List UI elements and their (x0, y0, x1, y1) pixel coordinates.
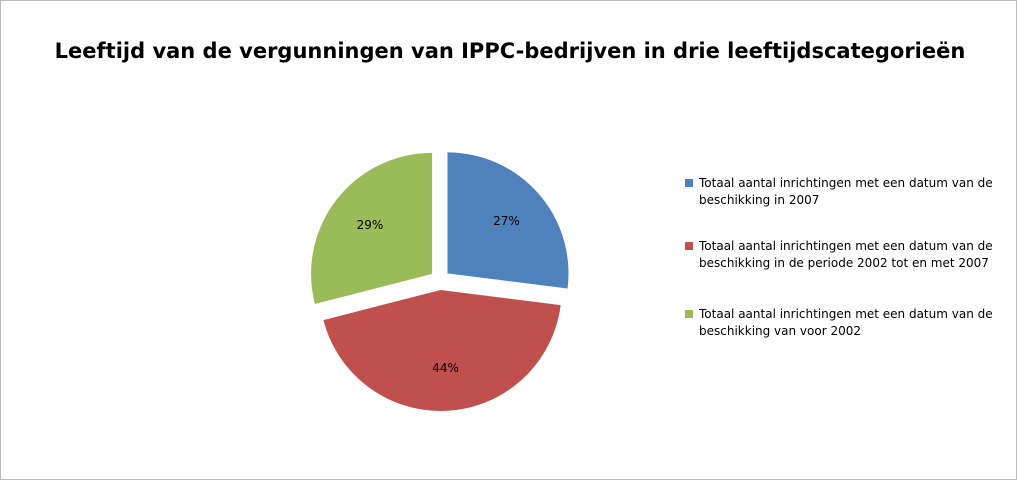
legend-label: Totaal aantal inrichtingen met een datum… (699, 307, 993, 338)
pie-slice (447, 152, 569, 289)
data-label: 44% (432, 361, 459, 375)
data-label: 29% (357, 218, 384, 232)
legend-swatch (685, 242, 693, 250)
legend-entry: Totaal aantal inrichtingen met een datum… (685, 238, 999, 272)
pie-slice (323, 289, 561, 411)
data-label: 27% (493, 214, 520, 228)
chart-title: Leeftijd van de vergunningen van IPPC-be… (55, 39, 966, 63)
legend-swatch (685, 179, 693, 187)
legend-entry: Totaal aantal inrichtingen met een datum… (685, 175, 999, 209)
pie-slice (311, 152, 433, 304)
legend-label: Totaal aantal inrichtingen met een datum… (699, 176, 993, 207)
legend-entry: Totaal aantal inrichtingen met een datum… (685, 306, 999, 340)
legend-swatch (685, 310, 693, 318)
legend-label: Totaal aantal inrichtingen met een datum… (699, 239, 993, 270)
